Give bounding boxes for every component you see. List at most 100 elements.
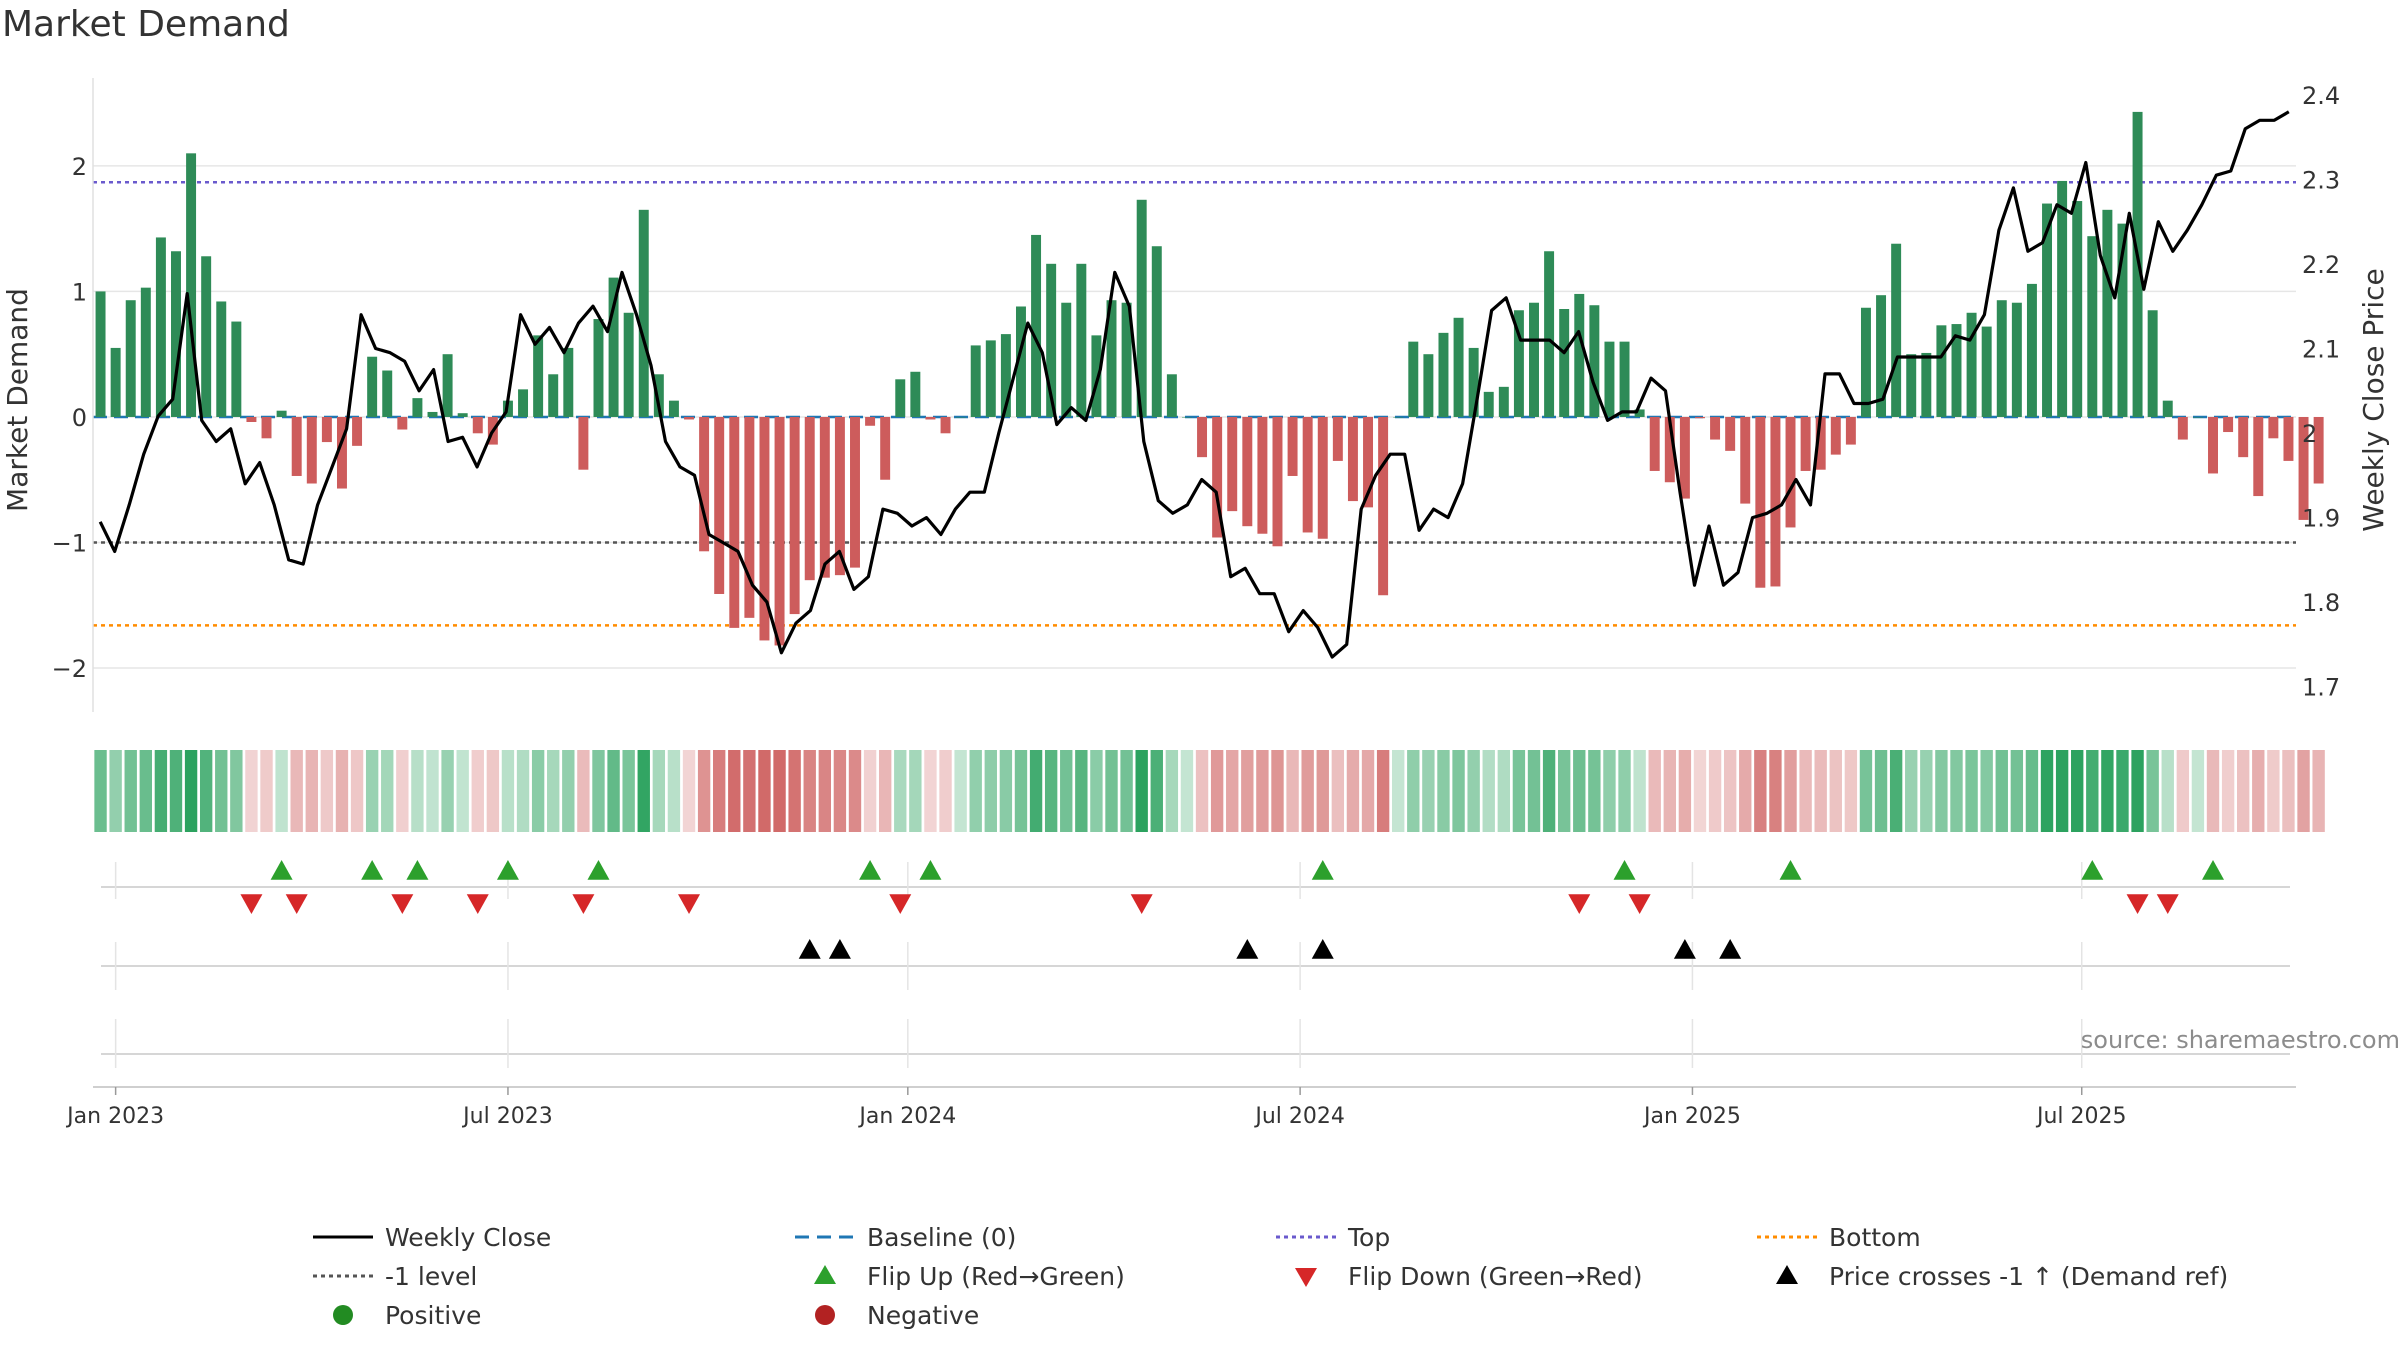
heat-cell bbox=[1678, 750, 1692, 832]
demand-bar bbox=[1347, 416, 1358, 502]
heat-cell bbox=[2206, 750, 2220, 832]
heat-cell bbox=[1603, 750, 1616, 832]
x-tick-label: Jul 2025 bbox=[2035, 1104, 2127, 1129]
legend-label: Positive bbox=[385, 1301, 481, 1330]
heat-cell bbox=[2055, 750, 2069, 832]
heat-cell bbox=[863, 750, 877, 832]
heat-cell bbox=[2237, 750, 2250, 832]
flip-down-marker bbox=[285, 894, 308, 914]
heat-cell bbox=[1256, 750, 1269, 832]
demand-bar bbox=[774, 416, 785, 646]
heat-cell bbox=[260, 750, 273, 832]
heat-cell bbox=[230, 750, 243, 832]
heat-cell bbox=[1935, 750, 1948, 832]
demand-bar bbox=[1242, 416, 1253, 527]
heat-cell bbox=[169, 750, 183, 832]
demand-bar bbox=[729, 416, 740, 628]
demand-bar bbox=[1770, 416, 1781, 587]
demand-bar bbox=[1574, 293, 1585, 417]
heat-cell bbox=[1965, 750, 1978, 832]
heat-cell bbox=[1346, 750, 1360, 832]
y2-tick-label: 2.4 bbox=[2302, 82, 2340, 110]
heat-cell bbox=[441, 750, 454, 832]
heat-cell bbox=[501, 750, 515, 832]
heat-cell bbox=[1618, 750, 1631, 832]
legend-item-neg1: -1 level bbox=[313, 1262, 477, 1291]
demand-bar bbox=[1136, 199, 1147, 417]
heat-cell bbox=[1316, 750, 1329, 832]
demand-bar bbox=[2313, 416, 2324, 484]
heat-cell bbox=[1874, 750, 1888, 832]
demand-bar bbox=[1559, 309, 1570, 417]
demand-bar bbox=[1966, 312, 1977, 417]
demand-bar bbox=[171, 251, 181, 417]
legend-swatch bbox=[815, 1305, 835, 1325]
y2-tick-label: 2.3 bbox=[2302, 166, 2340, 194]
demand-bar bbox=[306, 416, 317, 484]
demand-bar bbox=[744, 416, 755, 618]
heat-cell bbox=[1769, 750, 1782, 832]
demand-bar bbox=[472, 416, 483, 434]
demand-bar bbox=[231, 321, 242, 417]
demand-bar bbox=[2283, 416, 2294, 461]
heat-cell bbox=[848, 750, 862, 832]
demand-bar bbox=[1695, 416, 1705, 419]
heat-cell bbox=[1889, 750, 1903, 832]
demand-bar bbox=[442, 354, 453, 417]
heat-cell bbox=[365, 750, 379, 832]
heat-cell bbox=[1859, 750, 1873, 832]
demand-bar bbox=[759, 416, 770, 641]
heat-cell bbox=[1241, 750, 1254, 832]
demand-bar bbox=[125, 300, 136, 417]
y2-axis-label: Weekly Close Price bbox=[2357, 268, 2390, 531]
demand-bar bbox=[1800, 416, 1811, 471]
demand-bar bbox=[895, 379, 906, 417]
heat-cell bbox=[924, 750, 937, 832]
heat-cell bbox=[2312, 750, 2325, 832]
demand-bar bbox=[1649, 416, 1660, 471]
legend-swatch bbox=[1295, 1268, 1317, 1287]
legend-item-positive: Positive bbox=[333, 1301, 481, 1330]
heat-cell bbox=[1739, 750, 1752, 832]
demand-bar bbox=[261, 416, 272, 439]
y-tick-label: −2 bbox=[52, 655, 87, 683]
demand-bar bbox=[608, 277, 619, 417]
heat-cell bbox=[139, 750, 152, 832]
demand-bar bbox=[985, 340, 996, 417]
demand-bar bbox=[1981, 326, 1992, 417]
demand-bar bbox=[1212, 416, 1223, 538]
demand-bar bbox=[1740, 416, 1751, 504]
demand-bar bbox=[563, 347, 574, 417]
demand-bar bbox=[1287, 416, 1298, 476]
heat-cell bbox=[1210, 750, 1224, 832]
legend-item-baseline: Baseline (0) bbox=[795, 1223, 1016, 1252]
demand-bar bbox=[1679, 416, 1690, 499]
demand-bar bbox=[2162, 400, 2173, 417]
demand-bar bbox=[1664, 416, 1675, 483]
legend-label: Flip Up (Red→Green) bbox=[867, 1262, 1125, 1291]
heat-cell bbox=[350, 750, 364, 832]
demand-bar bbox=[1302, 416, 1313, 533]
heat-cell bbox=[1150, 750, 1163, 832]
demand-bar bbox=[1031, 234, 1042, 417]
heat-cell bbox=[199, 750, 213, 832]
demand-bar bbox=[850, 416, 860, 568]
demand-bar bbox=[1468, 347, 1479, 417]
flip-up-marker bbox=[1311, 860, 1334, 880]
demand-bar bbox=[1710, 416, 1721, 440]
heat-cell bbox=[2191, 750, 2205, 832]
demand-bar bbox=[1151, 246, 1162, 417]
heat-cell bbox=[697, 750, 711, 832]
flip-up-marker bbox=[1613, 860, 1636, 880]
flip-up-marker bbox=[1779, 860, 1802, 880]
heat-cell bbox=[516, 750, 530, 832]
demand-bar bbox=[1438, 332, 1449, 417]
heat-cell bbox=[969, 750, 982, 832]
demand-bar bbox=[804, 416, 815, 581]
heat-cell bbox=[1135, 750, 1148, 832]
heat-cell bbox=[109, 750, 122, 832]
heat-cell bbox=[2252, 750, 2265, 832]
heat-cell bbox=[622, 750, 635, 832]
y2-tick-label: 2 bbox=[2302, 420, 2317, 448]
demand-bar bbox=[1544, 251, 1555, 417]
